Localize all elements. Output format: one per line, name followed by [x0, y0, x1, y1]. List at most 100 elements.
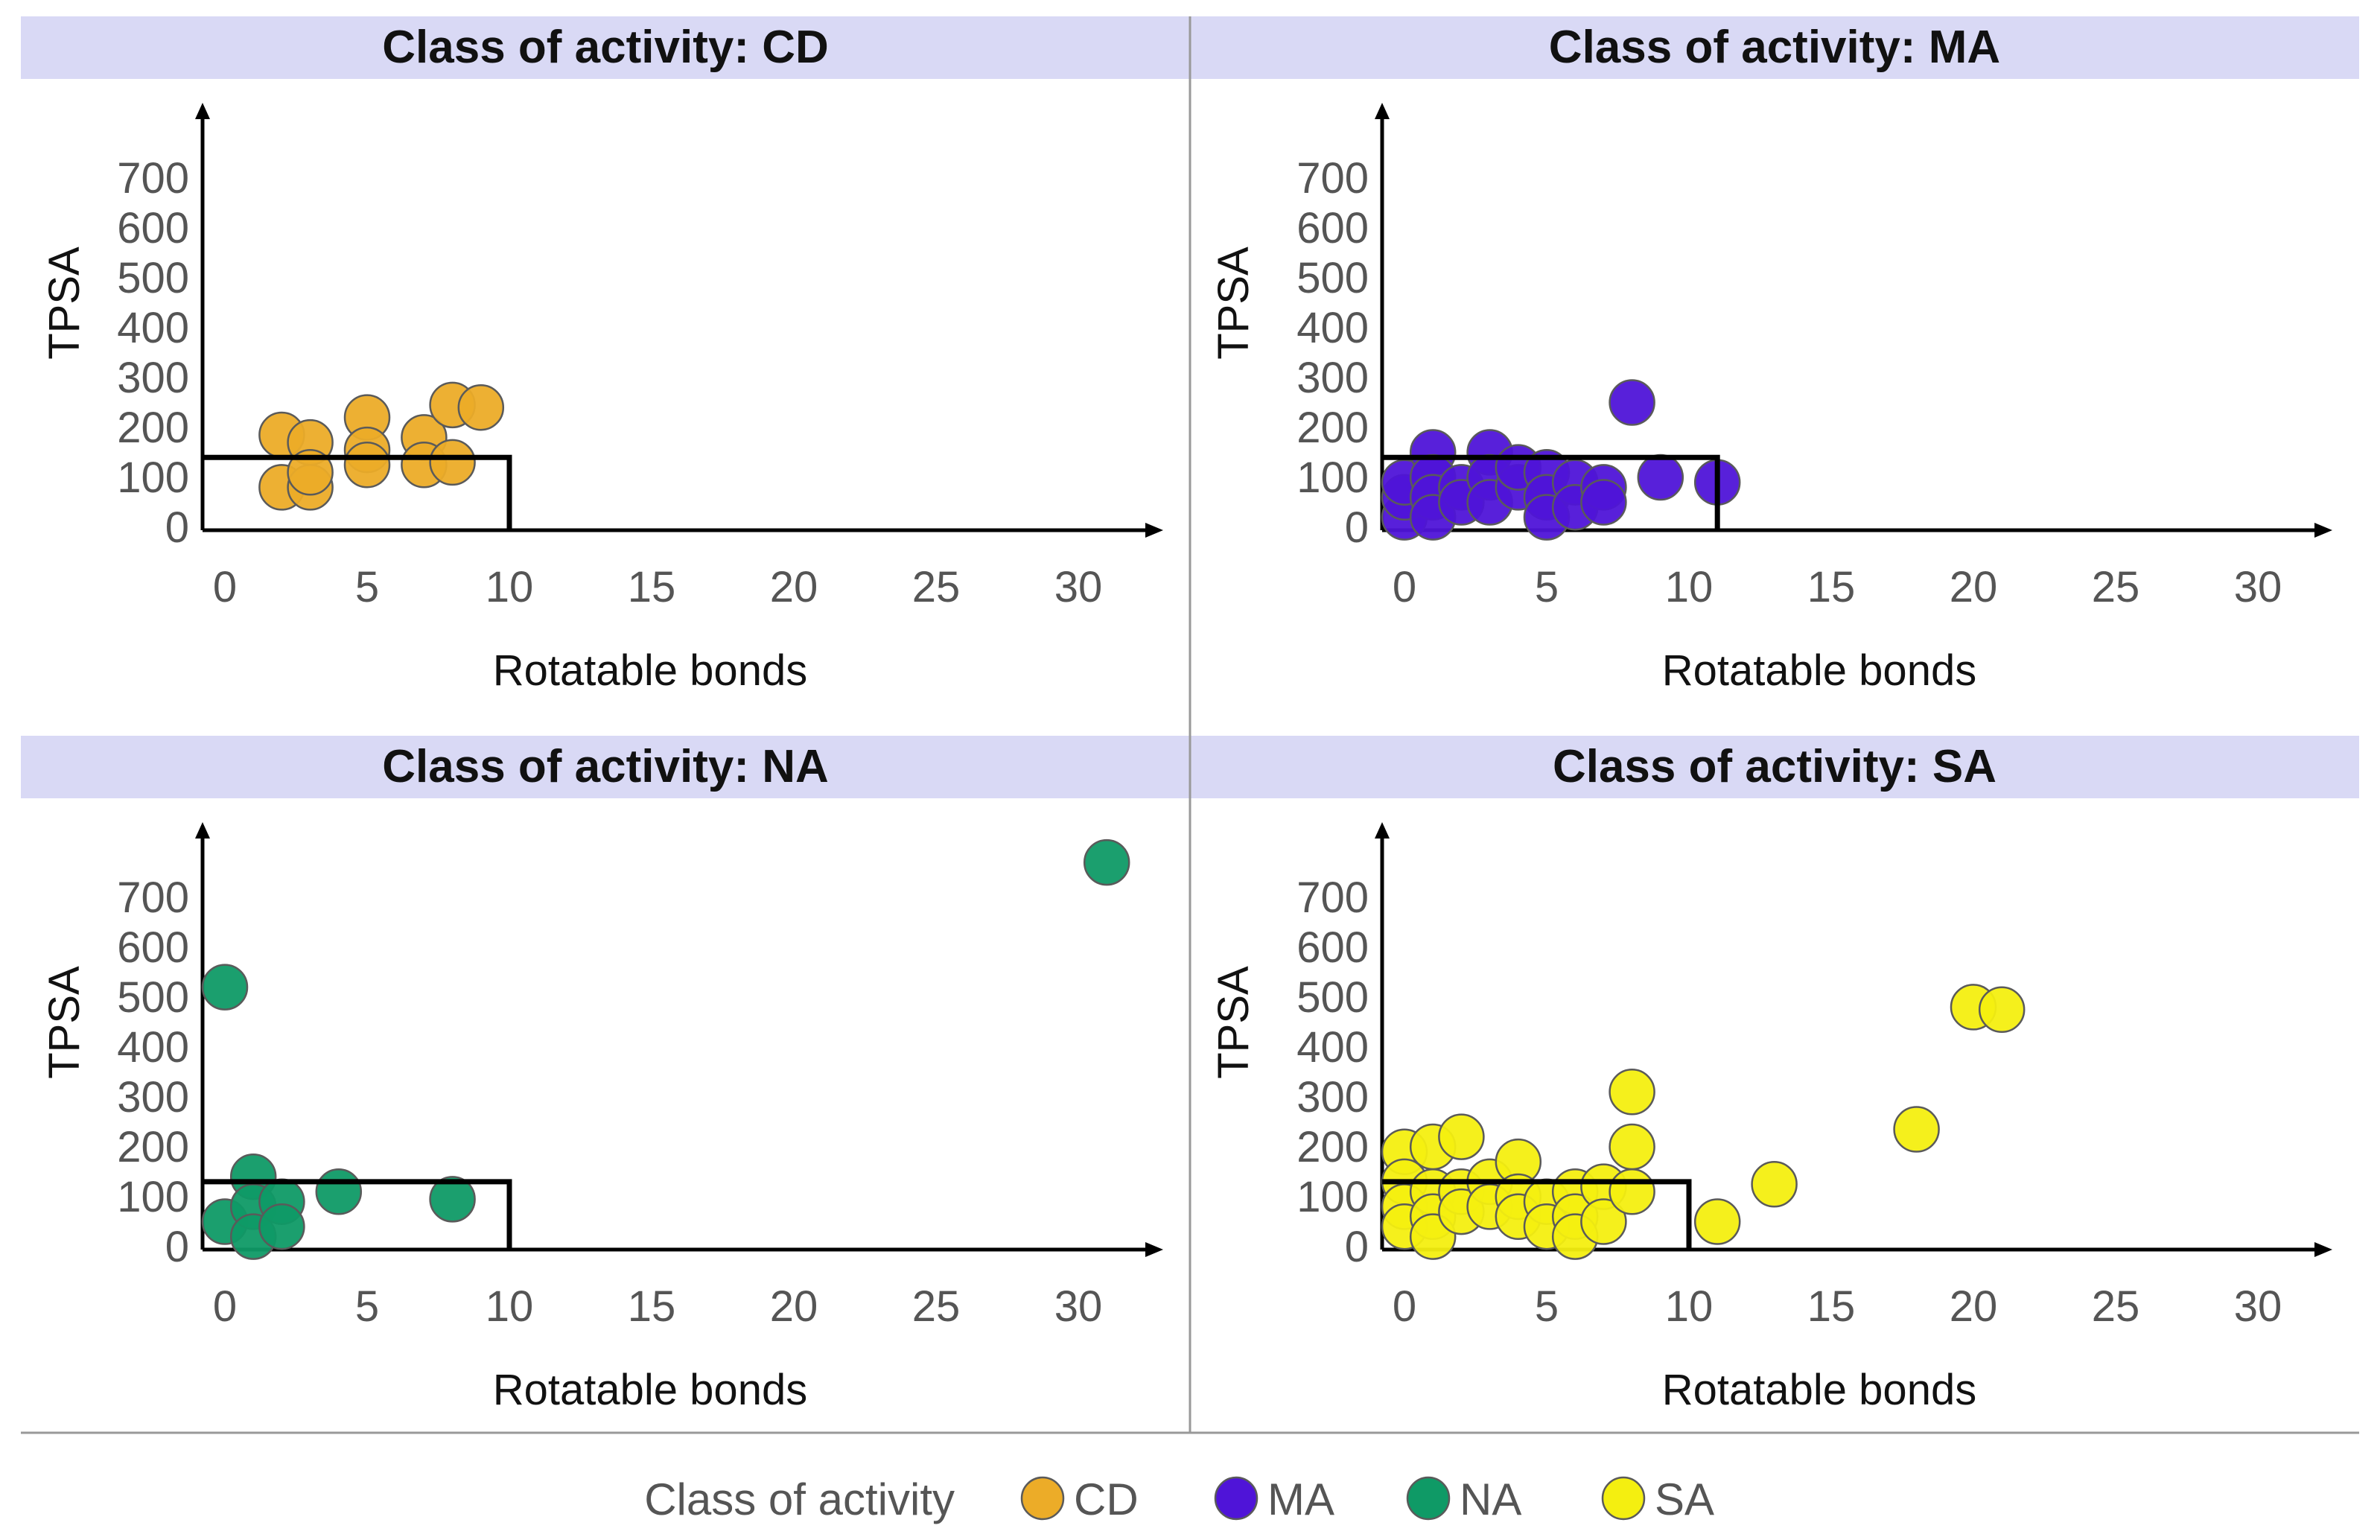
x-tick-label: 20 — [770, 563, 818, 611]
x-tick-label: 30 — [2234, 563, 2282, 611]
legend-label: CD — [1074, 1474, 1139, 1524]
y-tick-label: 400 — [1296, 1023, 1369, 1072]
x-axis-label: Rotatable bonds — [1662, 646, 1976, 695]
x-tick-label: 10 — [1665, 563, 1714, 611]
panel-title: Class of activity: SA — [1553, 741, 1996, 792]
y-tick-label: 0 — [165, 1223, 189, 1271]
data-points — [1381, 984, 2026, 1260]
x-tick-label: 30 — [1054, 563, 1103, 611]
legend: Class of activity CD MA NA SA — [644, 1474, 1714, 1524]
y-axis-label: TPSA — [40, 966, 89, 1079]
panel-cd: Class of activity: CD0100200300400500600… — [21, 16, 1190, 695]
data-points — [258, 381, 505, 511]
data-point — [1609, 1168, 1655, 1215]
x-tick-label: 25 — [2092, 563, 2140, 611]
y-tick-label: 100 — [117, 1173, 189, 1221]
panel-title: Class of activity: CD — [382, 22, 829, 73]
x-tick-label: 15 — [628, 563, 676, 611]
x-tick-label: 15 — [1807, 563, 1856, 611]
x-tick-label: 20 — [1950, 1282, 1998, 1331]
data-point — [1893, 1106, 1940, 1153]
x-tick-label: 5 — [1535, 1282, 1559, 1331]
x-tick-label: 0 — [1393, 1282, 1416, 1331]
y-tick-label: 200 — [117, 1123, 189, 1171]
x-tick-label: 5 — [355, 563, 379, 611]
data-point — [457, 384, 505, 431]
y-axis-label: TPSA — [40, 246, 89, 360]
legend-marker — [1601, 1476, 1646, 1521]
y-tick-label: 700 — [1296, 874, 1369, 922]
data-point — [1438, 1113, 1485, 1160]
data-point — [1751, 1161, 1798, 1208]
data-point — [1580, 1198, 1627, 1245]
y-tick-label: 200 — [1296, 1123, 1369, 1171]
y-tick-label: 700 — [117, 154, 189, 203]
legend-label: MA — [1267, 1474, 1334, 1524]
y-tick-label: 100 — [1296, 1173, 1369, 1221]
data-point — [287, 449, 334, 496]
y-tick-label: 0 — [1345, 1223, 1369, 1271]
legend-item-sa: SA — [1601, 1474, 1714, 1524]
y-tick-label: 100 — [1296, 454, 1369, 502]
panel-sa: Class of activity: SA0100200300400500600… — [1190, 736, 2359, 1414]
y-axis-arrow — [195, 822, 210, 839]
x-tick-label: 20 — [770, 1282, 818, 1331]
panel-ma: Class of activity: MA0100200300400500600… — [1190, 16, 2359, 695]
data-points — [201, 839, 1130, 1260]
threshold-line — [1382, 1179, 1692, 1250]
legend-item-cd: CD — [1020, 1474, 1139, 1524]
x-tick-label: 25 — [2092, 1282, 2140, 1331]
data-point — [1609, 1123, 1655, 1171]
strip-header-background — [21, 16, 1190, 79]
x-axis-arrow — [2314, 523, 2332, 538]
y-tick-label: 500 — [1296, 254, 1369, 302]
y-axis-arrow — [1375, 103, 1390, 119]
x-tick-label: 0 — [1393, 563, 1416, 611]
x-tick-label: 15 — [1807, 1282, 1856, 1331]
threshold-line — [203, 454, 512, 530]
panel-title: Class of activity: MA — [1549, 22, 2000, 73]
x-axis-arrow — [1145, 1242, 1163, 1257]
threshold-line — [1382, 454, 1720, 530]
data-point — [1693, 1198, 1741, 1245]
panel-na: Class of activity: NA0100200300400500600… — [21, 736, 1190, 1414]
y-axis-label: TPSA — [1209, 246, 1258, 360]
x-tick-label: 0 — [213, 1282, 237, 1331]
data-point — [201, 964, 249, 1011]
legend-item-na: NA — [1406, 1474, 1521, 1524]
y-tick-label: 600 — [117, 923, 189, 972]
x-axis-label: Rotatable bonds — [493, 1366, 807, 1414]
y-tick-label: 700 — [117, 874, 189, 922]
x-tick-label: 15 — [628, 1282, 676, 1331]
x-tick-label: 30 — [1054, 1282, 1103, 1331]
x-tick-label: 30 — [2234, 1282, 2282, 1331]
y-tick-label: 300 — [117, 1073, 189, 1121]
x-tick-label: 25 — [912, 1282, 961, 1331]
threshold-line — [203, 1179, 512, 1250]
data-point — [315, 1168, 363, 1215]
x-tick-label: 10 — [486, 563, 534, 611]
y-tick-label: 400 — [1296, 304, 1369, 352]
x-axis-label: Rotatable bonds — [1662, 1366, 1976, 1414]
y-tick-label: 700 — [1296, 154, 1369, 203]
y-tick-label: 500 — [117, 973, 189, 1022]
x-tick-label: 25 — [912, 563, 961, 611]
legend-title: Class of activity — [644, 1474, 955, 1524]
y-tick-label: 500 — [117, 254, 189, 302]
panel-title: Class of activity: NA — [382, 741, 829, 792]
x-axis-arrow — [2314, 1242, 2332, 1257]
y-tick-label: 600 — [117, 204, 189, 252]
y-axis-arrow — [195, 103, 210, 119]
y-tick-label: 300 — [1296, 1073, 1369, 1121]
x-tick-label: 20 — [1950, 563, 1998, 611]
data-point — [1580, 479, 1627, 526]
x-tick-label: 10 — [1665, 1282, 1714, 1331]
legend-label: NA — [1460, 1474, 1521, 1524]
x-tick-label: 10 — [486, 1282, 534, 1331]
data-point — [1609, 1069, 1655, 1116]
strip-header-background — [1190, 16, 2359, 79]
y-tick-label: 0 — [1345, 503, 1369, 552]
y-tick-label: 400 — [117, 304, 189, 352]
